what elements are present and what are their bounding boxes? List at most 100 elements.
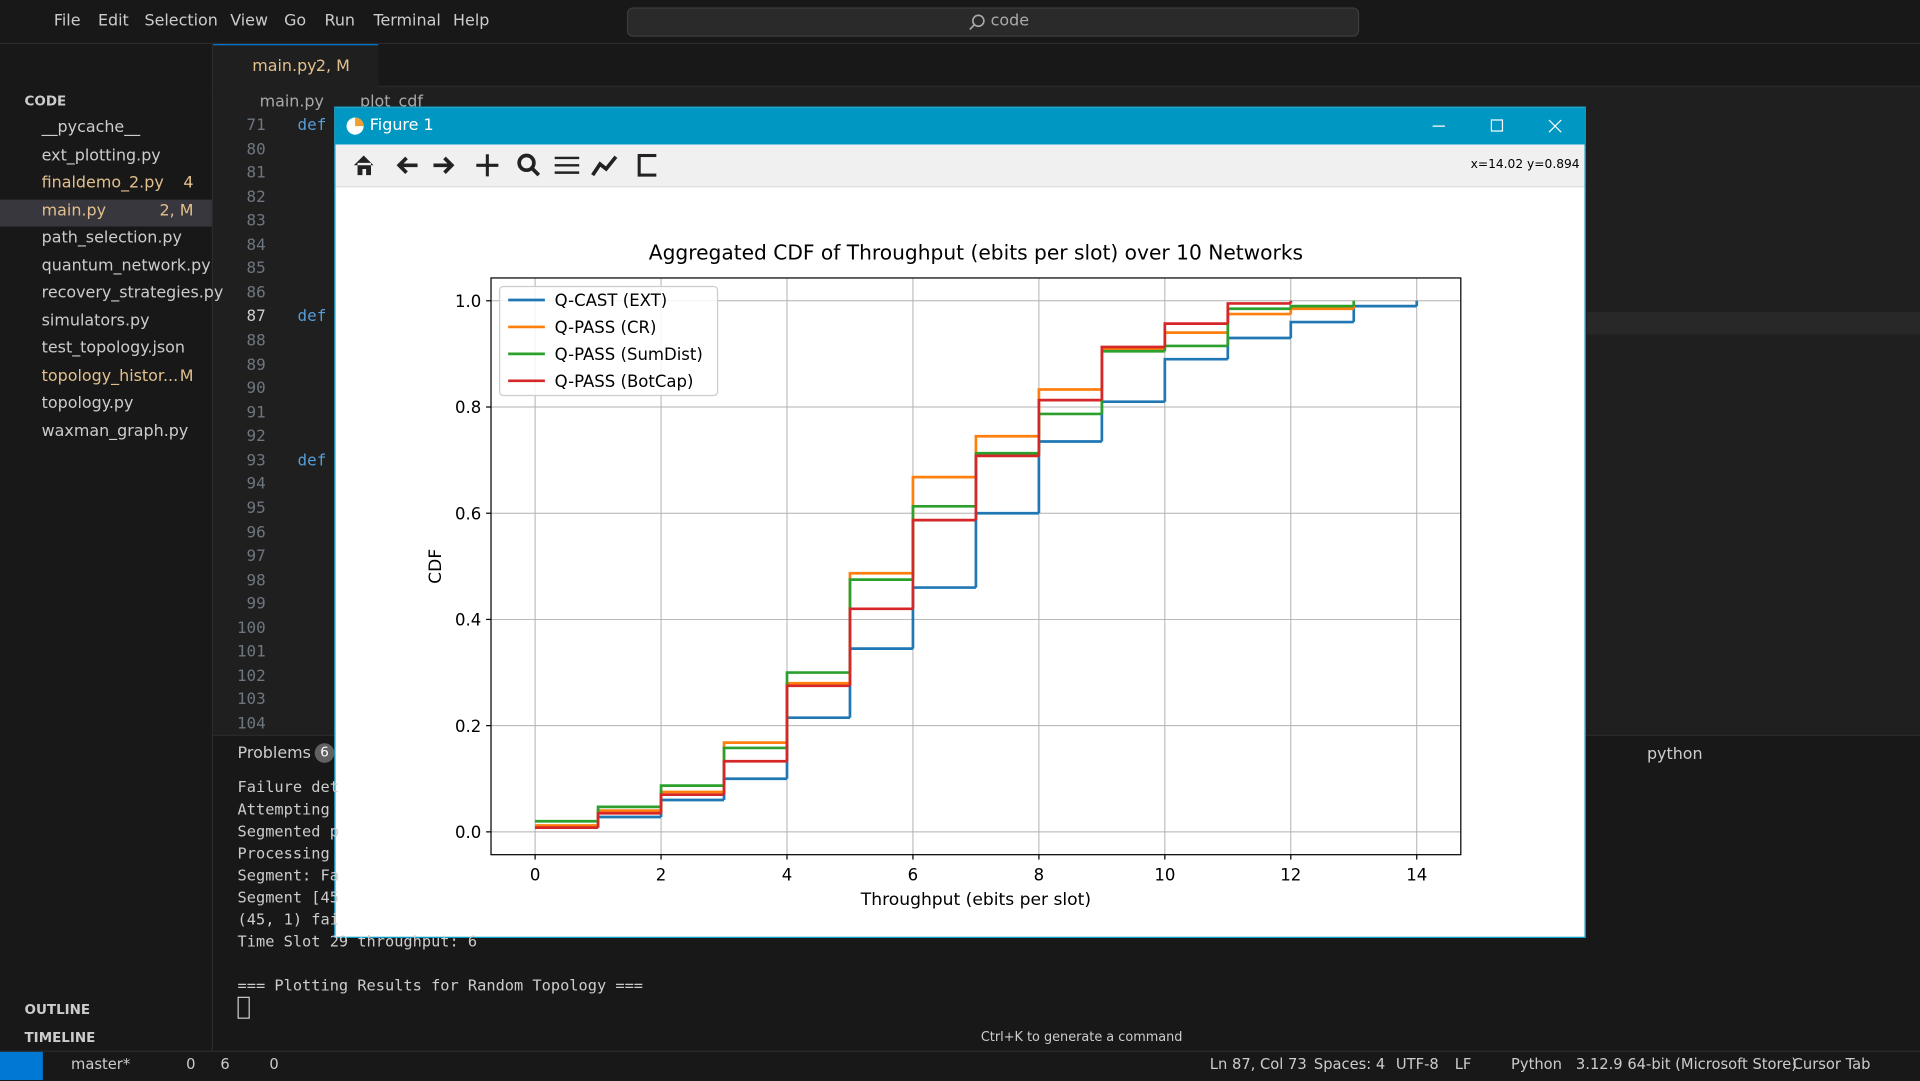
file-name[interactable]: topology_histor...: [41, 366, 179, 386]
file-name[interactable]: path_selection.py: [41, 228, 182, 248]
step: [911, 504, 976, 580]
step: [911, 475, 976, 574]
step: [1226, 312, 1291, 333]
line-number: 103: [236, 691, 266, 710]
file-name[interactable]: ext_plotting.py: [41, 146, 161, 165]
terminal-line: (45, 1) fai: [237, 909, 339, 929]
file-name[interactable]: quantum_network.py: [41, 256, 211, 275]
errors[interactable]: 0: [186, 1055, 196, 1073]
file-badge: 2, M: [159, 201, 194, 220]
terminal-line: Processing: [237, 843, 330, 863]
file-selected: [0, 198, 212, 226]
y-tick-label: 0.4: [455, 611, 481, 630]
step: [848, 607, 913, 686]
menu-item[interactable]: View: [230, 12, 268, 31]
x-tick-label: 8: [1034, 865, 1045, 884]
y-axis-label: CDF: [426, 549, 446, 584]
legend-box: [498, 285, 719, 397]
ports[interactable]: 0: [269, 1055, 279, 1073]
menu-item[interactable]: Help: [453, 12, 490, 31]
file-name[interactable]: topology.py: [41, 394, 134, 413]
step: [659, 784, 725, 807]
step: [722, 741, 787, 793]
step: [1100, 347, 1165, 390]
line-number: 95: [246, 499, 266, 518]
line-number: 87: [246, 307, 266, 327]
x-tick-label: 4: [782, 865, 793, 884]
file-badge: 4: [183, 173, 194, 193]
outline[interactable]: OUTLINE: [24, 1001, 91, 1018]
status-item[interactable]: UTF-8: [1395, 1055, 1439, 1073]
line-number: 83: [246, 212, 266, 231]
terminal-line: Segment: Fa: [237, 865, 339, 885]
file-badge: M: [179, 366, 194, 386]
line-number: 102: [236, 667, 266, 686]
menu-item[interactable]: Selection: [144, 12, 218, 31]
line-number: 80: [246, 140, 266, 159]
terminal-line: Segmented p: [237, 821, 339, 840]
warnings[interactable]: 6: [220, 1055, 230, 1073]
step: [1037, 440, 1102, 514]
shell-name[interactable]: python: [1646, 745, 1703, 765]
figure-window: Figure 1 x=14.02 y=0.894: [334, 106, 1586, 938]
timeline[interactable]: TIMELINE: [24, 1029, 96, 1046]
window-controls[interactable]: [1425, 118, 1572, 135]
step: [659, 798, 725, 817]
terminal-line: Time Slot 29 throughput: 6: [237, 931, 478, 951]
step: [848, 578, 913, 673]
menu-item[interactable]: Edit: [97, 12, 129, 31]
panel-tab[interactable]: Problems: [237, 744, 311, 763]
code-keyword: def: [297, 116, 327, 135]
line-number: 94: [246, 475, 266, 494]
step: [722, 759, 787, 795]
menu-item[interactable]: Go: [284, 12, 307, 31]
file-name[interactable]: waxman_graph.py: [41, 421, 189, 441]
line-number: 92: [246, 427, 266, 447]
step: [974, 511, 1039, 588]
step: [1289, 307, 1354, 315]
line-number: 82: [246, 188, 266, 207]
breadcrumb-file[interactable]: main.py: [259, 93, 324, 112]
status-item[interactable]: Ln 87, Col 73: [1209, 1055, 1307, 1073]
tab-bar: [213, 44, 1920, 87]
step: [1100, 400, 1165, 442]
sidebar: [0, 44, 214, 1051]
status-item[interactable]: Cursor Tab: [1792, 1055, 1871, 1073]
menu-item[interactable]: File: [53, 12, 81, 31]
terminal-line: Failure det: [237, 777, 339, 796]
file-name[interactable]: recovery_strategies.py: [41, 284, 224, 303]
step: [1163, 322, 1228, 347]
line-number: 104: [236, 715, 266, 734]
step: [785, 681, 850, 743]
panel-badge: 6: [314, 743, 335, 763]
file-name[interactable]: main.py: [41, 201, 106, 220]
line-number: 91: [246, 403, 266, 423]
menu-item[interactable]: Terminal: [373, 12, 441, 31]
search-box[interactable]: code: [626, 7, 1360, 37]
line-number: 81: [246, 164, 266, 183]
step: [1163, 357, 1228, 402]
tab[interactable]: main.py 2, M: [213, 44, 379, 89]
step: [1037, 412, 1102, 454]
menu-item[interactable]: Run: [324, 12, 356, 31]
x-tick-label: 6: [908, 865, 919, 884]
file-name[interactable]: test_topology.json: [41, 339, 186, 358]
status-item[interactable]: Spaces: 4: [1313, 1055, 1386, 1073]
legend-label: Q-PASS (SumDist): [555, 345, 703, 364]
remote-indicator[interactable]: [0, 1051, 43, 1080]
x-tick-label: 2: [656, 865, 667, 884]
file-name[interactable]: finaldemo_2.py: [41, 173, 164, 193]
step: [1100, 345, 1165, 401]
y-tick-label: 0.6: [455, 504, 481, 523]
toolbar-icons[interactable]: [350, 152, 657, 179]
status-item[interactable]: Python: [1511, 1055, 1562, 1073]
status-item[interactable]: LF: [1454, 1055, 1472, 1073]
chart: Aggregated CDF of Throughput (ebits per …: [426, 241, 1462, 910]
file-name[interactable]: __pycache__: [41, 118, 141, 138]
file-name[interactable]: simulators.py: [41, 311, 150, 330]
branch[interactable]: master*: [71, 1055, 131, 1073]
status-item[interactable]: 3.12.9 64-bit (Microsoft Store): [1575, 1055, 1798, 1073]
step: [1226, 302, 1291, 324]
line-number: 101: [236, 643, 266, 662]
